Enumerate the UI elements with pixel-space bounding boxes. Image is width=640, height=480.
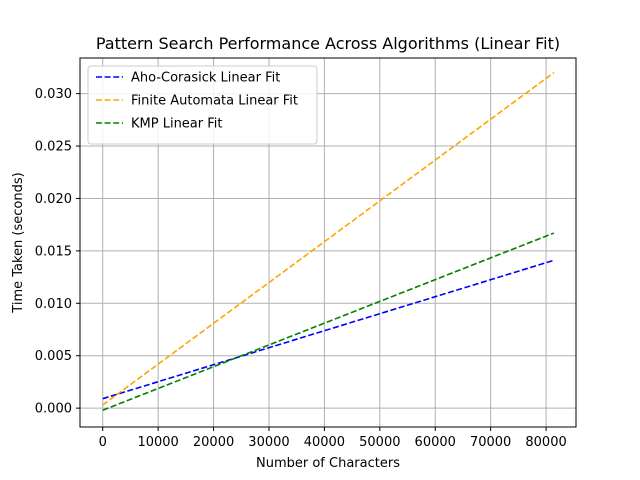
series-line-2 — [102, 232, 555, 411]
grid — [80, 58, 576, 427]
x-axis-label: Number of Characters — [256, 456, 400, 471]
legend-label: Finite Automata Linear Fit — [131, 94, 298, 109]
x-tick-label: 40000 — [304, 435, 345, 450]
y-axis-label: Time Taken (seconds) — [11, 172, 26, 313]
legend-box — [87, 65, 318, 145]
x-tick-label: 0 — [99, 435, 107, 450]
x-tick-label: 80000 — [525, 435, 566, 450]
y-tick-label: 0.005 — [35, 349, 72, 364]
legend-label: Aho-Corasick Linear Fit — [131, 71, 280, 86]
x-tick-label: 10000 — [137, 435, 178, 450]
axis-ticks: 0 10000 20000 30000 40000 50000 60000 70000 8000… — [35, 87, 567, 450]
y-tick-label: 0.025 — [35, 140, 72, 155]
chart-title: Pattern Search Performance Across Algori… — [96, 34, 560, 53]
x-tick-label: 30000 — [248, 435, 289, 450]
y-tick-label: 0.015 — [35, 244, 72, 259]
x-tick-label: 60000 — [415, 435, 456, 450]
series-line-1 — [102, 72, 555, 406]
y-tick-label: 0.030 — [35, 87, 72, 102]
legend-label: KMP Linear Fit — [131, 117, 223, 132]
series-lines — [102, 72, 555, 411]
legend: Aho-Corasick Linear Fit Finite Automata L… — [87, 65, 318, 145]
y-tick-label: 0.010 — [35, 297, 72, 312]
x-tick-label: 50000 — [359, 435, 400, 450]
x-tick-label: 20000 — [193, 435, 234, 450]
plot-frame — [79, 57, 577, 428]
y-tick-label: 0.020 — [35, 192, 72, 207]
x-tick-label: 70000 — [470, 435, 511, 450]
y-tick-label: 0.000 — [35, 402, 72, 417]
series-line-0 — [102, 259, 555, 400]
